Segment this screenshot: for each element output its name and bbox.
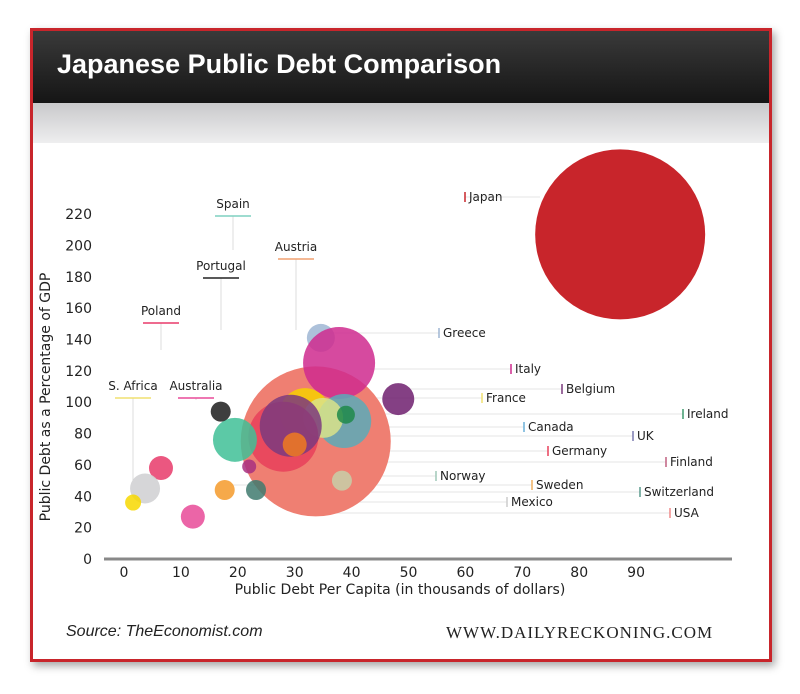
bubble-other bbox=[242, 459, 257, 474]
y-tick-label: 40 bbox=[74, 489, 92, 505]
country-label: Poland bbox=[141, 304, 181, 318]
country-label: Spain bbox=[216, 197, 250, 211]
country-label: Portugal bbox=[196, 259, 246, 273]
country-label: USA bbox=[674, 506, 700, 520]
y-tick-label: 0 bbox=[83, 552, 92, 568]
y-tick-label: 80 bbox=[74, 427, 92, 443]
country-label: Sweden bbox=[536, 478, 583, 492]
y-tick-label: 160 bbox=[65, 301, 92, 317]
y-tick-label: 100 bbox=[65, 395, 92, 411]
country-label: France bbox=[486, 391, 526, 405]
bubble-japan bbox=[535, 149, 706, 320]
x-tick-label: 40 bbox=[343, 565, 361, 581]
country-label: Belgium bbox=[566, 382, 615, 396]
country-label: Canada bbox=[528, 420, 574, 434]
x-tick-label: 90 bbox=[627, 565, 645, 581]
country-label: UK bbox=[637, 429, 655, 443]
country-label: Austria bbox=[275, 240, 317, 254]
x-tick-label: 60 bbox=[456, 565, 474, 581]
country-label: Australia bbox=[169, 379, 222, 393]
bubble-safrica bbox=[125, 494, 142, 511]
x-tick-label: 0 bbox=[120, 565, 129, 581]
bubble-australia bbox=[180, 504, 205, 529]
bubble-spain bbox=[212, 417, 257, 462]
x-axis-label: Public Debt Per Capita (in thousands of … bbox=[235, 582, 566, 598]
chart-frame: Japanese Public Debt Comparison bbox=[30, 28, 772, 662]
bubbles bbox=[125, 149, 706, 529]
country-label: Germany bbox=[552, 444, 607, 458]
bubble-italy bbox=[303, 327, 376, 399]
bubble-portugal bbox=[210, 401, 231, 422]
brand-logo: WWW.DAILYRECKONING.COM bbox=[446, 623, 714, 642]
source-note: Source: TheEconomist.com bbox=[66, 623, 263, 640]
x-tick-label: 70 bbox=[513, 565, 531, 581]
country-label: Ireland bbox=[687, 407, 729, 421]
x-tick-label: 50 bbox=[400, 565, 418, 581]
y-axis-label: Public Debt as a Percentage of GDP bbox=[38, 273, 54, 522]
country-label: Mexico bbox=[511, 495, 553, 509]
y-tick-label: 220 bbox=[65, 207, 92, 223]
subheader-band bbox=[33, 103, 769, 143]
country-label: Greece bbox=[443, 326, 486, 340]
country-label: Italy bbox=[515, 362, 541, 376]
y-tick-label: 200 bbox=[65, 238, 92, 254]
bubble-sweden bbox=[214, 480, 235, 501]
bubble-finland bbox=[336, 405, 355, 424]
y-tick-label: 180 bbox=[65, 270, 92, 286]
bubble-poland bbox=[148, 456, 173, 481]
bubble-austria bbox=[282, 432, 307, 457]
country-label: Japan bbox=[468, 190, 502, 204]
y-tick-label: 140 bbox=[65, 332, 92, 348]
bubble-norway bbox=[331, 470, 352, 491]
x-tick-label: 20 bbox=[229, 565, 247, 581]
x-tick-label: 30 bbox=[286, 565, 304, 581]
bubble-switzerland bbox=[246, 480, 267, 501]
country-label: Norway bbox=[440, 469, 486, 483]
y-tick-label: 20 bbox=[74, 521, 92, 537]
x-tick-label: 10 bbox=[172, 565, 190, 581]
title-bar: Japanese Public Debt Comparison bbox=[33, 31, 769, 103]
y-tick-label: 60 bbox=[74, 458, 92, 474]
bubble-belgium bbox=[382, 383, 415, 416]
country-label: Switzerland bbox=[644, 485, 714, 499]
page-title: Japanese Public Debt Comparison bbox=[57, 49, 502, 79]
country-label: S. Africa bbox=[108, 379, 157, 393]
y-tick-label: 120 bbox=[65, 364, 92, 380]
country-label: Finland bbox=[670, 455, 713, 469]
x-tick-label: 80 bbox=[570, 565, 588, 581]
